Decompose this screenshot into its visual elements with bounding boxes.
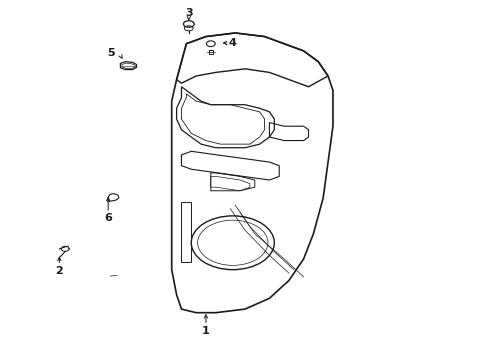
Text: 5: 5 [107,48,115,58]
Text: 4: 4 [229,38,237,48]
Text: 3: 3 [185,8,193,18]
Text: 6: 6 [104,213,112,222]
Text: 2: 2 [55,266,63,276]
Text: 1: 1 [202,325,210,336]
